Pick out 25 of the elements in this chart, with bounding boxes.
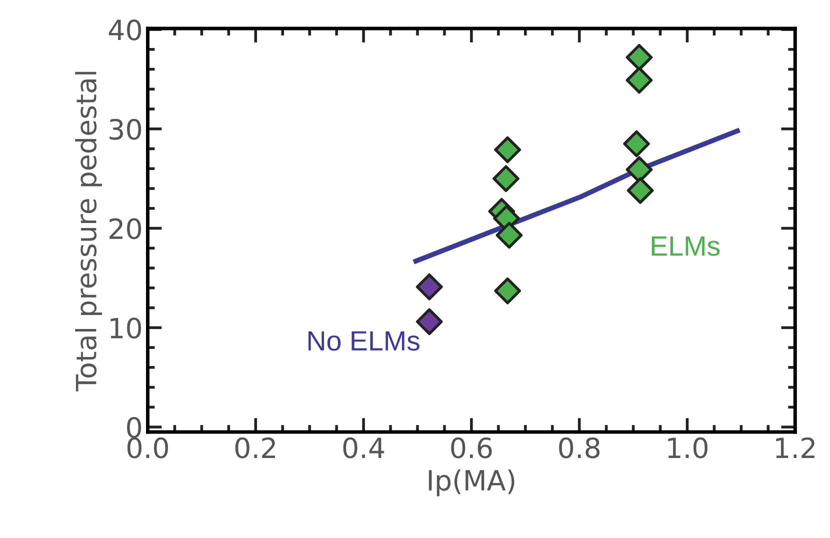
y-tick-label: 20 xyxy=(110,218,142,240)
annotation: No ELMs xyxy=(308,331,420,351)
y-axis-title: Total pressure pedestal xyxy=(75,72,102,392)
point xyxy=(626,44,653,71)
point xyxy=(626,66,653,94)
y-tick-label: 40 xyxy=(108,19,142,40)
x-tick-label: 1.2 xyxy=(776,437,814,458)
x-tick-label: 0.8 xyxy=(559,437,600,458)
point xyxy=(492,165,520,192)
annotation: ELMs xyxy=(652,236,720,256)
x-tick-label: 0.2 xyxy=(235,437,275,458)
point xyxy=(623,130,650,158)
x-tick-label: 1.0 xyxy=(668,437,708,458)
point xyxy=(416,273,443,300)
x-axis-title: Ip(MA) xyxy=(428,469,514,496)
x-tick-label: 0.6 xyxy=(451,437,492,458)
x-tick-label: 0.0 xyxy=(127,437,168,458)
point xyxy=(496,222,523,249)
y-tick-label: 30 xyxy=(110,118,142,140)
x-tick-label: 0.4 xyxy=(343,437,384,458)
point xyxy=(494,136,522,164)
y-tick-label: 10 xyxy=(110,318,142,339)
point xyxy=(494,277,522,304)
y-tick-label: 0 xyxy=(127,416,142,438)
point xyxy=(626,177,654,204)
